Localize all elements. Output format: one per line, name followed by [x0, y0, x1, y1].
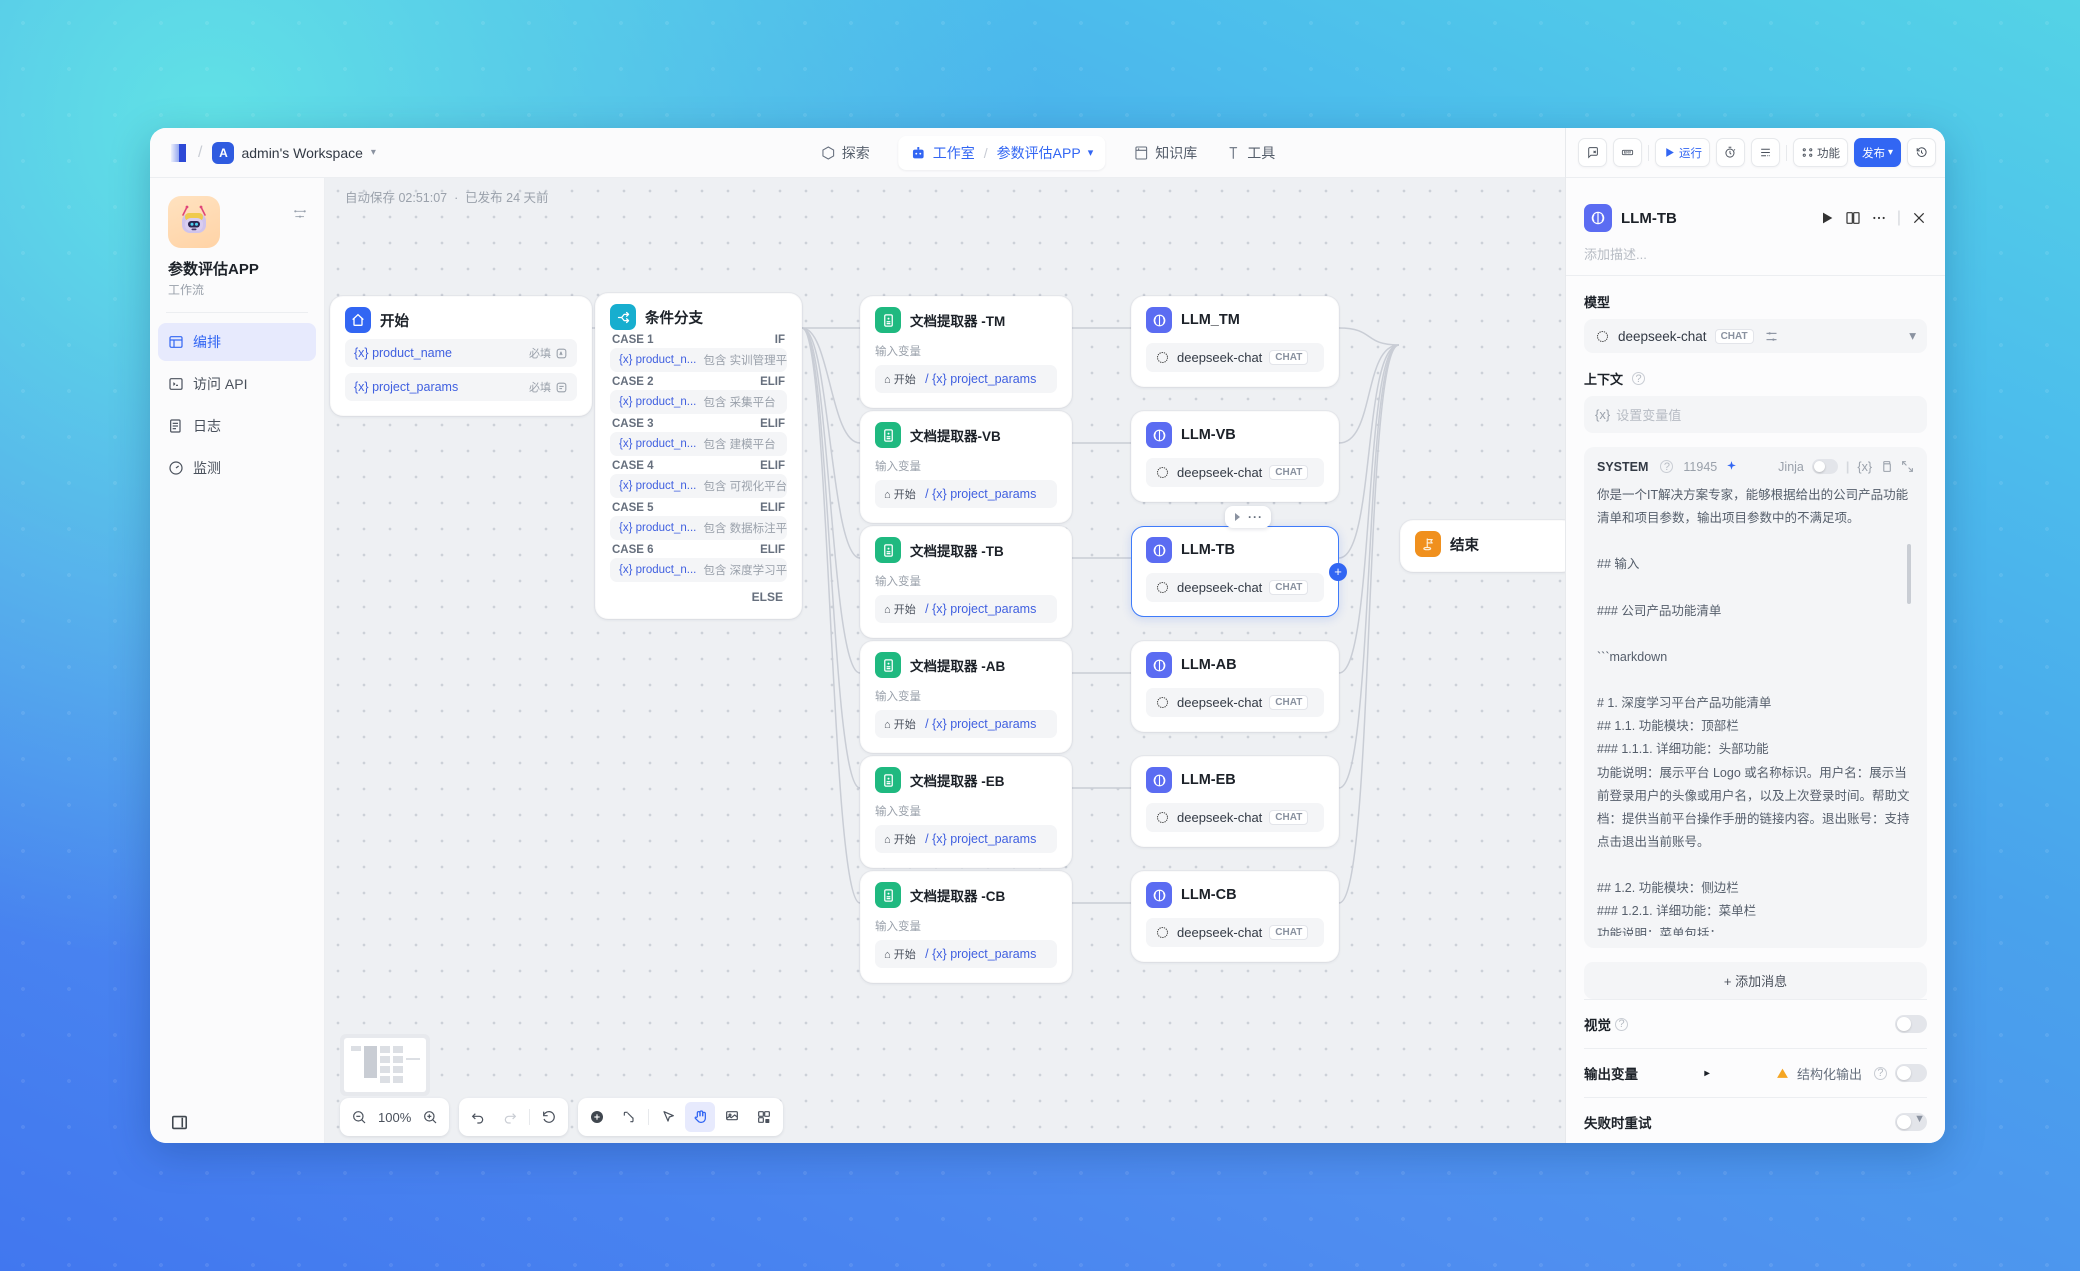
svg-text:ENV: ENV: [1624, 151, 1632, 155]
